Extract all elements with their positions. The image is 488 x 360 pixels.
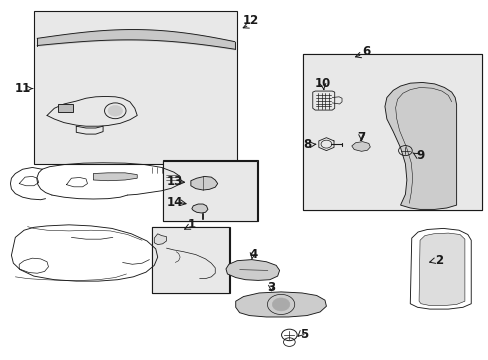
Polygon shape <box>191 204 207 213</box>
Polygon shape <box>58 104 73 112</box>
Bar <box>34 12 237 164</box>
Text: 12: 12 <box>242 14 259 27</box>
Polygon shape <box>154 234 166 244</box>
Bar <box>163 161 257 221</box>
Text: 13: 13 <box>166 175 183 188</box>
Text: 5: 5 <box>300 328 308 341</box>
Circle shape <box>272 298 289 311</box>
Polygon shape <box>235 292 326 317</box>
Text: 14: 14 <box>166 196 183 209</box>
Text: 2: 2 <box>434 254 442 267</box>
Text: 7: 7 <box>357 131 365 144</box>
Text: 9: 9 <box>415 149 424 162</box>
Bar <box>152 226 229 293</box>
Bar <box>152 227 228 293</box>
Text: 1: 1 <box>187 218 196 231</box>
Polygon shape <box>225 260 279 280</box>
Text: 3: 3 <box>267 281 275 294</box>
Polygon shape <box>384 82 456 210</box>
Polygon shape <box>351 141 369 151</box>
Text: 11: 11 <box>14 82 31 95</box>
Text: 8: 8 <box>303 138 311 151</box>
Polygon shape <box>93 173 137 181</box>
Text: 4: 4 <box>249 248 257 261</box>
Text: 6: 6 <box>362 45 370 58</box>
Bar <box>162 160 258 221</box>
Circle shape <box>108 105 122 116</box>
Polygon shape <box>190 176 217 190</box>
Text: 10: 10 <box>314 77 330 90</box>
Bar <box>303 54 482 211</box>
Bar <box>303 54 482 211</box>
Polygon shape <box>418 233 464 306</box>
